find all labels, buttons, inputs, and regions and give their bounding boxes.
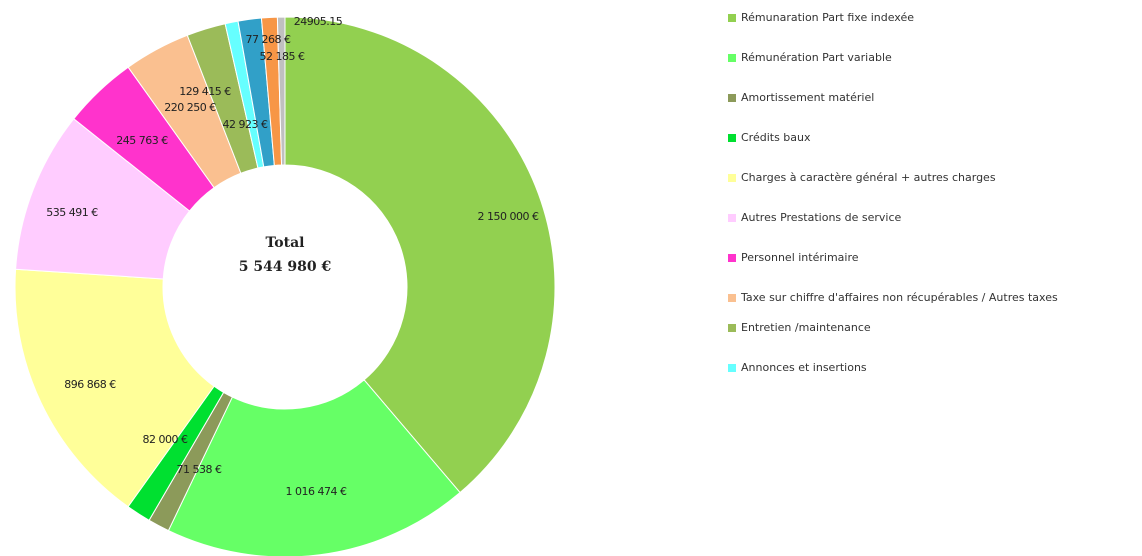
legend-swatch	[728, 214, 736, 222]
legend-label: Rémunération Part variable	[741, 51, 892, 64]
donut-slice	[14, 268, 215, 508]
legend-swatch	[728, 324, 736, 332]
center-title: Total	[265, 235, 304, 251]
value-label: 77 268 €	[246, 33, 291, 46]
legend-swatch	[728, 134, 736, 142]
legend-swatch	[728, 254, 736, 262]
donut-slice	[276, 16, 286, 166]
value-label: 896 868 €	[64, 378, 116, 391]
legend-label: Taxe sur chiffre d'affaires non récupéra…	[741, 291, 1058, 304]
value-label: 245 763 €	[116, 134, 168, 147]
center-total: 5 544 980 €	[239, 259, 332, 275]
legend-swatch	[728, 174, 736, 182]
legend-label: Entretien /maintenance	[741, 321, 871, 334]
legend-label: Charges à caractère général + autres cha…	[741, 171, 996, 184]
value-label: 52 185 €	[260, 50, 305, 63]
value-label: 82 000 €	[143, 433, 188, 446]
value-label: 71 538 €	[177, 463, 222, 476]
value-label: 535 491 €	[46, 206, 98, 219]
legend-label: Personnel intérimaire	[741, 251, 859, 264]
legend-item: Annonces et insertions	[728, 361, 1140, 375]
legend-item: Entretien /maintenance	[728, 321, 1140, 335]
legend-swatch	[728, 94, 736, 102]
legend-label: Autres Prestations de service	[741, 211, 902, 224]
legend-item: Personnel intérimaire	[728, 251, 1140, 265]
donut-slice	[284, 16, 556, 494]
legend-swatch	[728, 14, 736, 22]
value-label: 2 150 000 €	[478, 210, 539, 223]
legend-item: Charges à caractère général + autres cha…	[728, 171, 1140, 185]
legend: Rémunaration Part fixe indexée Rémunérati…	[728, 11, 1140, 401]
legend-item: Amortissement matériel	[728, 91, 1140, 105]
legend-item: Taxe sur chiffre d'affaires non récupéra…	[728, 291, 1140, 305]
value-label: 1 016 474 €	[286, 485, 347, 498]
legend-item: Rémunération Part variable	[728, 51, 1140, 65]
legend-swatch	[728, 294, 736, 302]
legend-item: Crédits baux	[728, 131, 1140, 145]
legend-item: Autres Prestations de service	[728, 211, 1140, 225]
legend-label: Rémunaration Part fixe indexée	[741, 11, 915, 24]
legend-label: Crédits baux	[741, 131, 811, 144]
legend-swatch	[728, 364, 736, 372]
legend-label: Annonces et insertions	[741, 361, 867, 374]
value-label: 24905.15	[294, 15, 343, 28]
chart: Total 5 544 980 € 2 150 000 € 1 016 474 €…	[14, 15, 556, 556]
legend-label: Amortissement matériel	[741, 91, 875, 104]
legend-item: Rémunaration Part fixe indexée	[728, 11, 1140, 25]
value-label: 129 415 €	[179, 85, 231, 98]
legend-swatch	[728, 54, 736, 62]
value-label: 220 250 €	[164, 101, 216, 114]
value-label: 42 923 €	[223, 118, 268, 131]
donut-slice	[167, 379, 461, 556]
